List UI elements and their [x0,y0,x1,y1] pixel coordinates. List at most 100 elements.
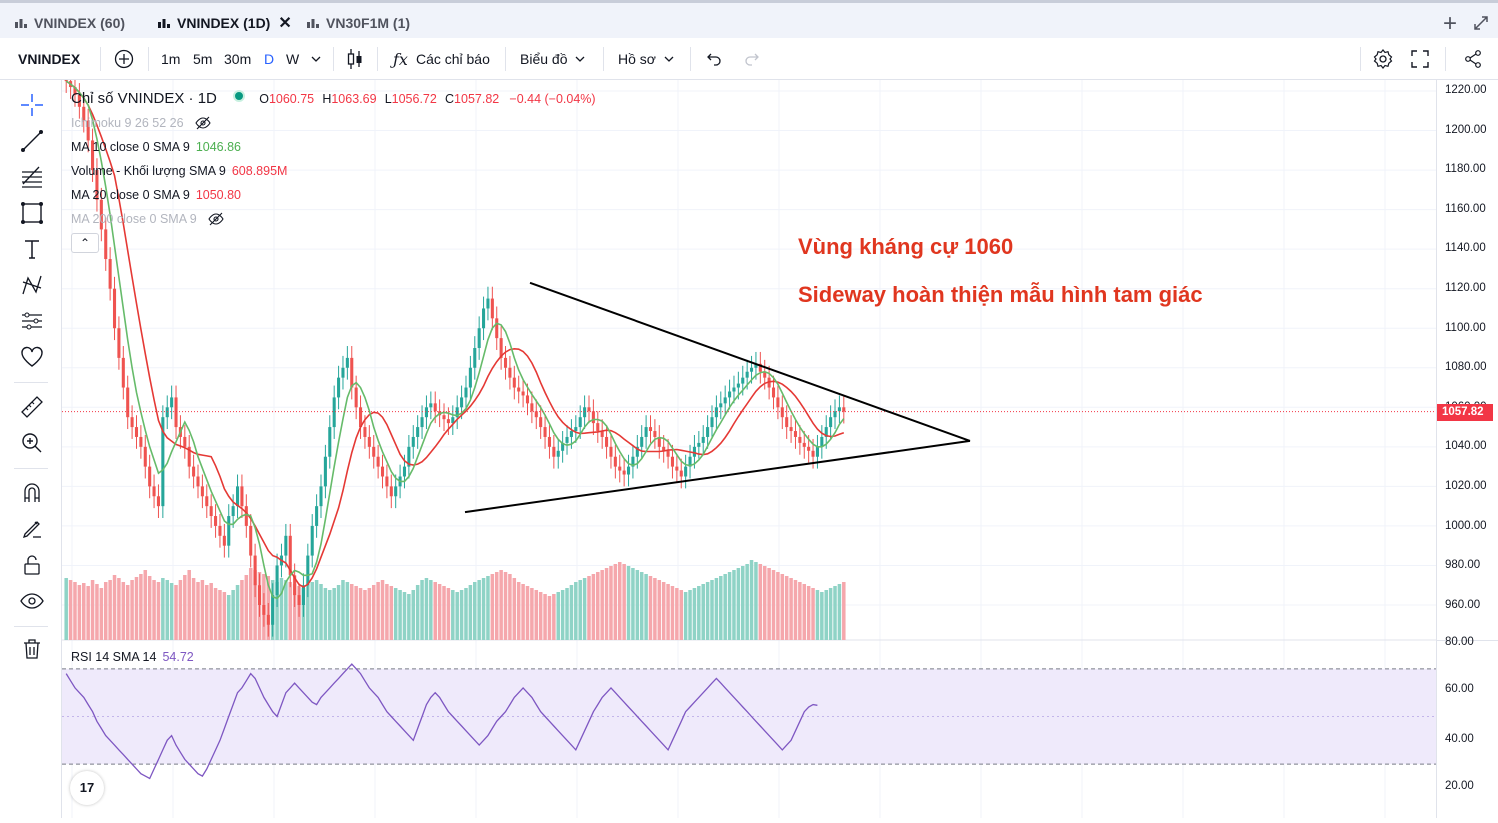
eye-off-icon[interactable] [208,212,224,226]
close-icon[interactable]: ✕ [278,15,292,32]
fib-retracement-icon[interactable] [19,164,45,190]
volume-bar [328,590,332,640]
candle-body [552,446,556,457]
price-axis-label: 1040.00 [1445,440,1487,453]
profile-label: Hồ sơ [618,51,656,67]
study-ma200[interactable]: MA 200 close 0 SMA 9 [71,212,224,226]
candle-body [490,298,494,319]
profile-button[interactable]: Hồ sơ [618,38,674,80]
candle-body [301,585,305,605]
chevron-down-icon [664,56,674,62]
fullscreen-icon[interactable] [1411,50,1429,68]
study-volume[interactable]: Volume - Khối lượng SMA 9 608.895M [71,164,287,178]
volume-bar [165,580,169,640]
zoom-in-icon[interactable] [19,430,45,456]
volume-bar [587,576,591,640]
candle-body [591,411,595,424]
volume-bar [446,588,451,640]
prediction-icon[interactable] [19,308,45,334]
price-axis[interactable]: 1220.00 1200.00 1180.00 1160.00 1140.00 1120.… [1436,80,1498,818]
symbol-search[interactable]: VNINDEX [18,51,81,67]
candle-body [134,427,139,437]
candle-body [464,387,468,398]
heart-icon[interactable] [19,344,45,370]
ma10-line [65,80,845,600]
study-name: RSI 14 SMA 14 [71,650,157,664]
candle-body [121,357,125,388]
interval-1m[interactable]: 1m [161,51,181,67]
price-chart[interactable] [62,65,1436,818]
candle-body [692,446,696,457]
chevron-down-icon[interactable] [311,55,321,63]
expand-icon[interactable] [1473,15,1489,31]
gear-icon[interactable] [1372,48,1394,70]
add-tab-icon[interactable]: + [1443,10,1458,37]
volume-bar [240,580,244,640]
compare-add-icon[interactable] [114,49,134,69]
volume-bar [415,585,420,640]
volume-bar [376,582,380,640]
candle-body [337,377,341,398]
eye-off-icon[interactable] [195,116,211,130]
candle-body [196,476,200,487]
tradingview-logo[interactable]: 17 [70,771,104,805]
volume-bar [503,572,508,640]
rectangle-icon[interactable] [19,200,45,226]
volume-bar [187,570,191,640]
ruler-icon[interactable] [19,394,45,420]
candle-body [170,397,174,408]
rsi-axis-label: 40.00 [1445,733,1474,745]
annotation-resistance[interactable]: Vùng kháng cự 1060 [798,234,1014,259]
tab-vn30f1m-1[interactable]: VN30F1M (1) [306,9,410,37]
tab-vnindex-60[interactable]: VNINDEX (60) [14,9,125,37]
interval-w[interactable]: W [286,51,300,67]
legend-collapse-button[interactable]: ⌃ [71,233,99,253]
volume-bar [745,564,749,640]
chart-pane[interactable] [62,65,1436,818]
study-ma20[interactable]: MA 20 close 0 SMA 9 1050.80 [71,188,241,202]
volume-bar [617,562,622,640]
candles-icon[interactable] [346,48,364,70]
candle-body [543,427,547,437]
tab-vnindex-1d[interactable]: VNINDEX (1D) ✕ [151,9,298,41]
candle-body [297,595,301,605]
indicators-button[interactable]: ƒx Các chỉ báo [393,38,490,80]
volume-bar [213,588,218,640]
candle-body [183,436,187,447]
candle-body [407,446,411,467]
candle-body [679,470,683,477]
text-icon[interactable] [19,236,45,262]
redo-icon[interactable] [744,51,760,67]
chart-type-button[interactable]: Biểu đồ [520,38,585,80]
share-icon[interactable] [1463,49,1483,69]
interval-d[interactable]: D [264,51,275,67]
interval-5m[interactable]: 5m [193,51,213,67]
candle-body [521,391,525,396]
annotation-triangle[interactable]: Sideway hoàn thiện mẫu hình tam giác [798,282,1203,307]
interval-30m[interactable]: 30m [224,51,252,67]
study-rsi[interactable]: RSI 14 SMA 14 54.72 [71,650,194,664]
pattern-icon[interactable] [19,272,45,298]
magnet-icon[interactable] [19,480,45,506]
trend-line-icon[interactable] [19,128,45,154]
trash-icon[interactable] [19,636,45,662]
volume-bar [508,574,512,640]
candle-body [745,371,749,378]
volume-bar [473,582,477,640]
candle-body [117,328,121,358]
volume-bar [226,595,231,640]
drawing-mode-icon[interactable] [19,516,45,542]
candle-body [609,446,613,457]
tab-bar: VNINDEX (60) VNINDEX (1D) ✕ VN30F1M (1) … [0,0,1498,41]
undo-icon[interactable] [706,51,722,67]
study-ichimoku[interactable]: Ichimoku 9 26 52 26 [71,116,211,130]
lock-icon[interactable] [19,552,45,578]
volume-bar [556,592,560,640]
candle-body [315,506,319,526]
crosshair-icon[interactable] [19,92,45,118]
volume-bar [798,582,802,640]
eye-icon[interactable] [19,588,45,614]
volume-bar [121,582,126,640]
volume-bar [754,562,758,640]
study-ma10[interactable]: MA 10 close 0 SMA 9 1046.86 [71,140,241,154]
